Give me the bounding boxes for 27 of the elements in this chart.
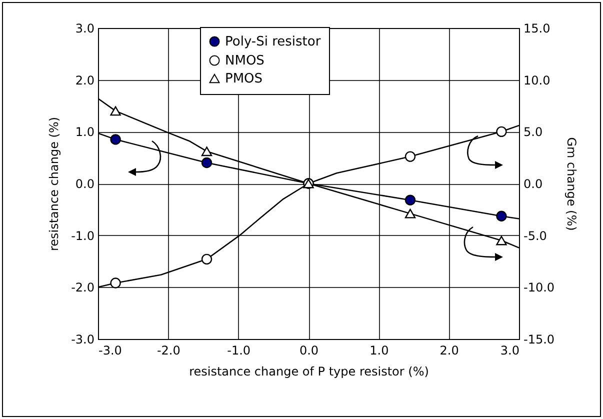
y-tick-label: 1.0 bbox=[75, 125, 94, 140]
x-tick-label: -1.0 bbox=[227, 344, 251, 358]
legend-label: PMOS bbox=[225, 72, 263, 86]
y-tick-label: -3.0 bbox=[71, 332, 94, 346]
y-axis-title: resistance change (%) bbox=[47, 116, 62, 252]
y-tick-label: -1.0 bbox=[71, 228, 94, 243]
y2-tick-label: -5.0 bbox=[524, 228, 547, 243]
x-tick-label: -2.0 bbox=[156, 344, 180, 358]
y2-tick-label: -15.0 bbox=[524, 332, 555, 346]
x-tick-label: 1.0 bbox=[370, 344, 389, 358]
y2-tick-label: 5.0 bbox=[524, 125, 543, 140]
y-tick-label: 3.0 bbox=[75, 22, 94, 36]
legend-label: Poly-Si resistor bbox=[225, 34, 322, 50]
y2-tick-label: -10.0 bbox=[524, 280, 555, 295]
y-tick-label: 0.0 bbox=[75, 177, 94, 191]
y-tick-label: -2.0 bbox=[71, 280, 94, 295]
x-tick-label: 3.0 bbox=[500, 344, 520, 358]
y2-axis-title: Gm change (%) bbox=[564, 137, 579, 231]
x-axis-title: resistance change of P type resistor (%) bbox=[189, 364, 429, 378]
x-tick-label: 2.0 bbox=[440, 344, 459, 358]
legend-label: NMOS bbox=[225, 54, 264, 68]
x-tick-label: 0.0 bbox=[299, 344, 319, 358]
x-tick-label: -3.0 bbox=[98, 344, 122, 358]
y-tick-label: 2.0 bbox=[75, 73, 94, 88]
y2-tick-label: 15.0 bbox=[524, 22, 550, 36]
y2-tick-label: 0.0 bbox=[524, 177, 543, 191]
y2-tick-label: 10.0 bbox=[524, 73, 550, 88]
